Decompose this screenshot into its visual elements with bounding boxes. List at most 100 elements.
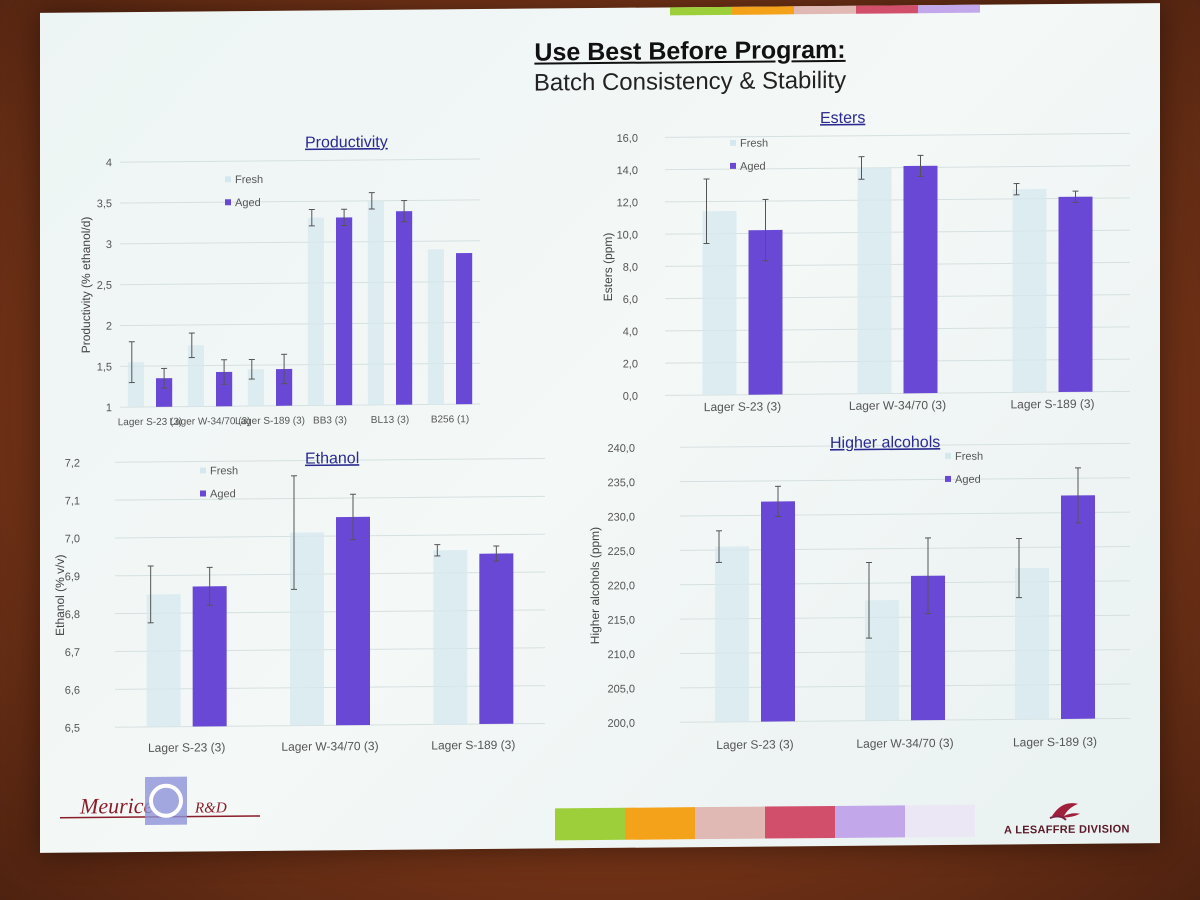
legend-swatch-fresh [730, 139, 736, 146]
gridline [120, 240, 480, 245]
legend-swatch-aged [225, 199, 231, 206]
y-tick-label: 1,5 [97, 361, 112, 373]
y-tick-label: 240,0 [607, 443, 635, 455]
bar-aged [156, 378, 173, 407]
x-category-label: Lager S-189 (3) [431, 738, 515, 753]
y-tick-label: 200,0 [607, 718, 635, 730]
bar-aged [336, 516, 370, 726]
gridline [115, 722, 545, 728]
x-category-label: Lager S-23 (3) [148, 740, 225, 755]
chart-title-esters: Esters [820, 110, 865, 127]
bar-fresh [857, 167, 892, 394]
bar-aged [396, 211, 413, 405]
y-tick-label: 210,0 [607, 649, 635, 661]
presentation-slide: Use Best Before Program: Batch Consisten… [40, 3, 1160, 853]
gridline [665, 358, 1130, 364]
gridline [680, 511, 1130, 517]
gridline [665, 229, 1130, 235]
legend-label-fresh: Fresh [235, 174, 263, 186]
y-axis-label: Higher alcohols (ppm) [588, 527, 602, 645]
strip-swatch [625, 807, 695, 840]
y-tick-label: 235,0 [607, 477, 635, 489]
bar-aged [479, 553, 514, 725]
y-tick-label: 7,2 [65, 458, 80, 470]
gridline [115, 533, 545, 539]
y-axis-label: Ethanol (% v/v) [53, 554, 67, 635]
gridline [665, 326, 1130, 332]
y-tick-label: 12,0 [617, 197, 638, 209]
legend-swatch-aged [945, 475, 951, 482]
gridline [120, 362, 480, 367]
gridline [115, 457, 545, 463]
bar-aged [216, 371, 233, 407]
gridline [680, 545, 1130, 551]
chart-title-productivity: Productivity [305, 134, 388, 152]
x-category-label: Lager W-34/70 (3) [856, 736, 953, 751]
y-tick-label: 16,0 [617, 133, 638, 145]
x-category-label: Lager S-23 (3) [716, 737, 793, 752]
bar-aged [456, 253, 473, 405]
svg-text:Meurice: Meurice [79, 793, 154, 819]
strip-swatch [555, 807, 625, 841]
legend-label-aged: Aged [740, 161, 766, 173]
bar-aged [1058, 196, 1093, 392]
x-category-label: Lager S-189 (3) [1013, 735, 1097, 750]
x-category-label: Lager S-189 (3) [1010, 397, 1094, 412]
gridline [115, 647, 545, 653]
bar-fresh [187, 345, 205, 407]
meurice-logo: Meurice R&D [60, 776, 260, 825]
gridline [120, 199, 480, 204]
y-tick-label: 1 [106, 402, 112, 414]
bar-aged [192, 586, 227, 727]
bar-aged [748, 229, 783, 395]
y-tick-label: 10,0 [617, 229, 638, 241]
gridline [115, 495, 545, 501]
strip-swatch [765, 805, 835, 839]
x-category-label: Lager S-23 (3) [118, 417, 182, 429]
gridline [665, 261, 1130, 267]
gridline [665, 294, 1130, 300]
y-tick-label: 225,0 [607, 546, 635, 558]
y-tick-label: 205,0 [607, 683, 635, 695]
y-tick-label: 6,5 [65, 723, 80, 735]
y-tick-label: 6,0 [623, 294, 638, 306]
x-category-label: BL13 (3) [371, 415, 409, 426]
gridline [680, 614, 1130, 620]
bar-aged [276, 368, 293, 406]
bar-fresh [1015, 567, 1049, 720]
y-tick-label: 4,0 [623, 326, 638, 338]
lesaffre-logo: A LESAFFRE DIVISION [990, 793, 1150, 842]
x-category-label: Lager W-34/70 (3) [849, 398, 946, 413]
y-tick-label: 7,0 [65, 533, 80, 545]
gridline [665, 197, 1130, 203]
y-tick-label: 7,1 [65, 495, 80, 507]
legend-swatch-fresh [945, 452, 951, 459]
bar-aged [903, 165, 938, 394]
bar-fresh [367, 200, 384, 406]
gridline [120, 403, 480, 408]
gridline [665, 165, 1130, 171]
y-tick-label: 14,0 [617, 165, 638, 177]
x-category-label: Lager W-34/70 (3) [170, 416, 251, 428]
y-tick-label: 3,5 [97, 198, 112, 210]
bar-fresh [307, 217, 324, 406]
y-tick-label: 6,9 [65, 571, 80, 583]
gridline [115, 571, 545, 577]
y-tick-label: 6,7 [65, 647, 80, 659]
y-tick-label: 215,0 [607, 615, 635, 627]
bar-fresh [127, 362, 145, 408]
x-category-label: Lager S-189 (3) [235, 416, 305, 428]
y-tick-label: 4 [106, 157, 112, 169]
y-tick-label: 220,0 [607, 580, 635, 592]
bar-fresh [146, 594, 181, 727]
bar-fresh [865, 600, 899, 721]
bar-fresh [702, 210, 737, 396]
gridline [665, 132, 1130, 138]
legend-label-fresh: Fresh [740, 138, 768, 150]
bar-fresh [290, 532, 324, 726]
legend-swatch-aged [730, 162, 736, 169]
svg-text:R&D: R&D [194, 800, 227, 816]
gridline [115, 685, 545, 690]
chart-title-ethanol: Ethanol [305, 450, 359, 467]
y-tick-label: 8,0 [623, 262, 638, 274]
